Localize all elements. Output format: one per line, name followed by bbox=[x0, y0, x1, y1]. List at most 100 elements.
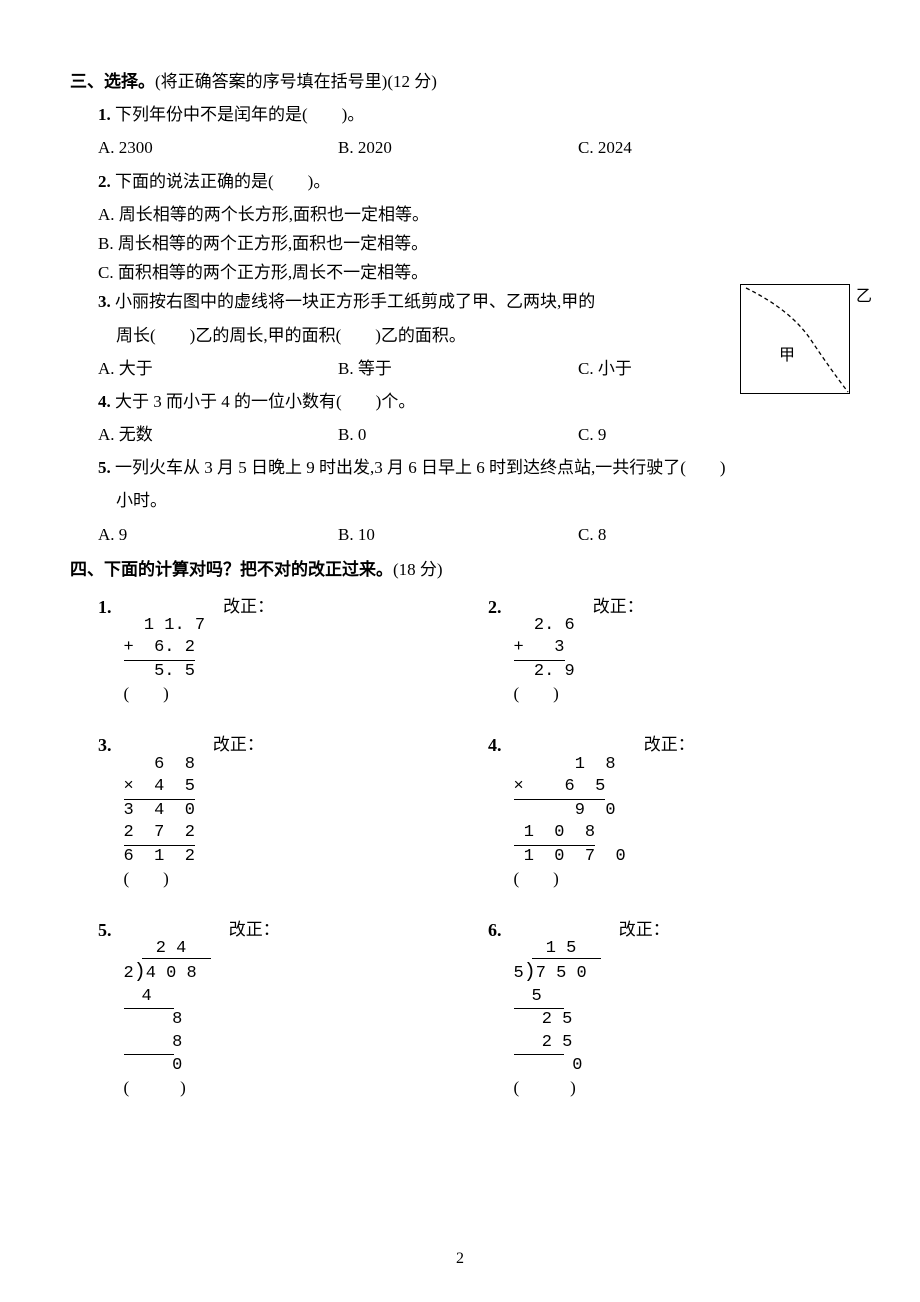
q4-options: A. 无数 B. 0 C. 9 bbox=[98, 421, 850, 448]
p3-l1: 6 8 bbox=[124, 755, 195, 774]
p5-paren: ( ) bbox=[124, 1078, 186, 1097]
q3-text2: 周长( )乙的周长,甲的面积( )乙的面积。 bbox=[116, 326, 466, 345]
p3-num: 3. bbox=[98, 731, 112, 760]
q5-options: A. 9 B. 10 C. 8 bbox=[98, 521, 850, 548]
q1-options: A. 2300 B. 2020 C. 2024 bbox=[98, 134, 850, 161]
q2-text: 下面的说法正确的是( )。 bbox=[115, 172, 330, 191]
q5-cont: 小时。 bbox=[116, 487, 850, 514]
q4-opt-b: B. 0 bbox=[338, 421, 578, 448]
p6-divisor: 5 bbox=[514, 964, 524, 983]
q5-text1: 一列火车从 3 月 5 日晚上 9 时出发,3 月 6 日早上 6 时到达终点站… bbox=[115, 458, 726, 477]
q3-text1: 小丽按右图中的虚线将一块正方形手工纸剪成了甲、乙两块,甲的 bbox=[115, 292, 595, 311]
p4-calc: 1 8 × 6 5 9 0 1 0 8 1 0 7 0 ( ) bbox=[514, 731, 626, 892]
q5-text2: 小时。 bbox=[116, 491, 167, 510]
p1-paren: ( ) bbox=[124, 684, 169, 703]
q1-opt-b: B. 2020 bbox=[338, 134, 578, 161]
p6-paren: ( ) bbox=[514, 1078, 576, 1097]
q3-opt-a: A. 大于 bbox=[98, 355, 338, 382]
q5-num: 5. bbox=[98, 458, 111, 477]
p6-num: 6. bbox=[488, 916, 502, 945]
label-jia: 甲 bbox=[779, 343, 795, 369]
p3-calc: 6 8 × 4 5 3 4 0 2 7 2 6 1 2 ( ) bbox=[124, 731, 195, 892]
q1-opt-c: C. 2024 bbox=[578, 134, 758, 161]
problem-1: 1. 1 1. 7 + 6. 2 5. 5 ( ) 改正： bbox=[98, 593, 488, 707]
p5-s1: 4 bbox=[124, 986, 174, 1009]
section3-header: 三、选择。(将正确答案的序号填在括号里)(12 分) bbox=[70, 68, 850, 95]
p6-dividend: 7 5 0 bbox=[536, 964, 587, 983]
q2-line-c: C. 面积相等的两个正方形,周长不一定相等。 bbox=[98, 259, 850, 286]
dashed-svg bbox=[741, 285, 851, 395]
q3-diagram: 甲 乙 bbox=[740, 284, 850, 394]
p2-l3: 2. 9 bbox=[514, 662, 575, 681]
p4-paren: ( ) bbox=[514, 869, 559, 888]
p1-num: 1. bbox=[98, 593, 112, 622]
q5-opt-c: C. 8 bbox=[578, 521, 758, 548]
problem-5: 5. 2 4 2)4 0 8 4 8 8 0 ( ) 改正： bbox=[98, 916, 488, 1101]
p1-calc: 1 1. 7 + 6. 2 5. 5 ( ) bbox=[124, 593, 206, 707]
p1-l1: 1 1. 7 bbox=[124, 616, 206, 635]
p6-calc: 1 5 5)7 5 0 5 2 5 2 5 0 ( ) bbox=[514, 916, 601, 1101]
p5-s3: 8 bbox=[124, 1032, 174, 1055]
p4-l5: 1 0 7 0 bbox=[514, 847, 626, 866]
prob-row-1: 1. 1 1. 7 + 6. 2 5. 5 ( ) 改正： 2. 2. 6 + … bbox=[98, 593, 850, 707]
problem-2: 2. 2. 6 + 3 2. 9 ( ) 改正： bbox=[488, 593, 848, 707]
p2-l1: 2. 6 bbox=[514, 616, 575, 635]
p2-l2: + 3 bbox=[514, 637, 565, 661]
p2-paren: ( ) bbox=[514, 684, 559, 703]
p5-s4: 0 bbox=[124, 1056, 183, 1075]
problem-4: 4. 1 8 × 6 5 9 0 1 0 8 1 0 7 0 ( ) 改正： bbox=[488, 731, 848, 892]
p5-calc: 2 4 2)4 0 8 4 8 8 0 ( ) bbox=[124, 916, 211, 1101]
section3-title: 三、选择。 bbox=[70, 72, 155, 91]
q3: 3. 小丽按右图中的虚线将一块正方形手工纸剪成了甲、乙两块,甲的 bbox=[98, 288, 850, 315]
q4-opt-a: A. 无数 bbox=[98, 421, 338, 448]
p1-l2: + 6. 2 bbox=[124, 637, 195, 661]
q2-line-b: B. 周长相等的两个正方形,面积也一定相等。 bbox=[98, 230, 850, 257]
q2-num: 2. bbox=[98, 172, 111, 191]
section3-subtitle: (将正确答案的序号填在括号里)(12 分) bbox=[155, 72, 437, 91]
q4: 4. 大于 3 而小于 4 的一位小数有( )个。 bbox=[98, 388, 850, 415]
p3-l4: 2 7 2 bbox=[124, 822, 195, 846]
p6-quotient: 1 5 bbox=[532, 939, 601, 959]
q1-opt-a: A. 2300 bbox=[98, 134, 338, 161]
q5-opt-b: B. 10 bbox=[338, 521, 578, 548]
p2-calc: 2. 6 + 3 2. 9 ( ) bbox=[514, 593, 575, 707]
problem-6: 6. 1 5 5)7 5 0 5 2 5 2 5 0 ( ) 改正： bbox=[488, 916, 848, 1101]
q4-text: 大于 3 而小于 4 的一位小数有( )个。 bbox=[115, 392, 415, 411]
p4-l4: 1 0 8 bbox=[514, 822, 596, 846]
p5-divisor: 2 bbox=[124, 964, 134, 983]
p1-l3: 5. 5 bbox=[124, 662, 195, 681]
p4-l2: × 6 5 bbox=[514, 776, 606, 800]
p5-num: 5. bbox=[98, 916, 112, 945]
label-yi: 乙 bbox=[856, 284, 872, 310]
q3-container: 3. 小丽按右图中的虚线将一块正方形手工纸剪成了甲、乙两块,甲的 周长( )乙的… bbox=[70, 288, 850, 382]
p6-s3: 2 5 bbox=[514, 1032, 564, 1055]
q5-opt-a: A. 9 bbox=[98, 521, 338, 548]
q3-opt-c: C. 小于 bbox=[578, 355, 758, 382]
prob-row-3: 5. 2 4 2)4 0 8 4 8 8 0 ( ) 改正： 6. 1 5 5)… bbox=[98, 916, 850, 1101]
p3-correction: 改正： bbox=[213, 731, 264, 758]
q3-opt-b: B. 等于 bbox=[338, 355, 578, 382]
q3-options: A. 大于 B. 等于 C. 小于 bbox=[98, 355, 850, 382]
p3-l3: 3 4 0 bbox=[124, 801, 195, 820]
p5-s2: 8 bbox=[124, 1010, 183, 1029]
q1-text: 下列年份中不是闰年的是( )。 bbox=[115, 105, 364, 124]
q3-num: 3. bbox=[98, 292, 111, 311]
p5-dividend: 4 0 8 bbox=[146, 964, 197, 983]
q5: 5. 一列火车从 3 月 5 日晚上 9 时出发,3 月 6 日早上 6 时到达… bbox=[98, 454, 850, 481]
p4-correction: 改正： bbox=[644, 731, 695, 758]
prob-row-2: 3. 6 8 × 4 5 3 4 0 2 7 2 6 1 2 ( ) 改正： 4… bbox=[98, 731, 850, 892]
p4-l1: 1 8 bbox=[514, 755, 616, 774]
square-box: 甲 bbox=[740, 284, 850, 394]
p2-correction: 改正： bbox=[593, 593, 644, 620]
p6-s4: 0 bbox=[514, 1056, 583, 1075]
section4-header: 四、下面的计算对吗？把不对的改正过来。(18 分) bbox=[70, 556, 850, 583]
q2: 2. 下面的说法正确的是( )。 bbox=[98, 168, 850, 195]
q1-num: 1. bbox=[98, 105, 111, 124]
q4-num: 4. bbox=[98, 392, 111, 411]
q2-line-a: A. 周长相等的两个长方形,面积也一定相等。 bbox=[98, 201, 850, 228]
p6-s2: 2 5 bbox=[514, 1010, 573, 1029]
q4-opt-c: C. 9 bbox=[578, 421, 758, 448]
p4-num: 4. bbox=[488, 731, 502, 760]
q1: 1. 下列年份中不是闰年的是( )。 bbox=[98, 101, 850, 128]
section4-points: (18 分) bbox=[393, 560, 443, 579]
